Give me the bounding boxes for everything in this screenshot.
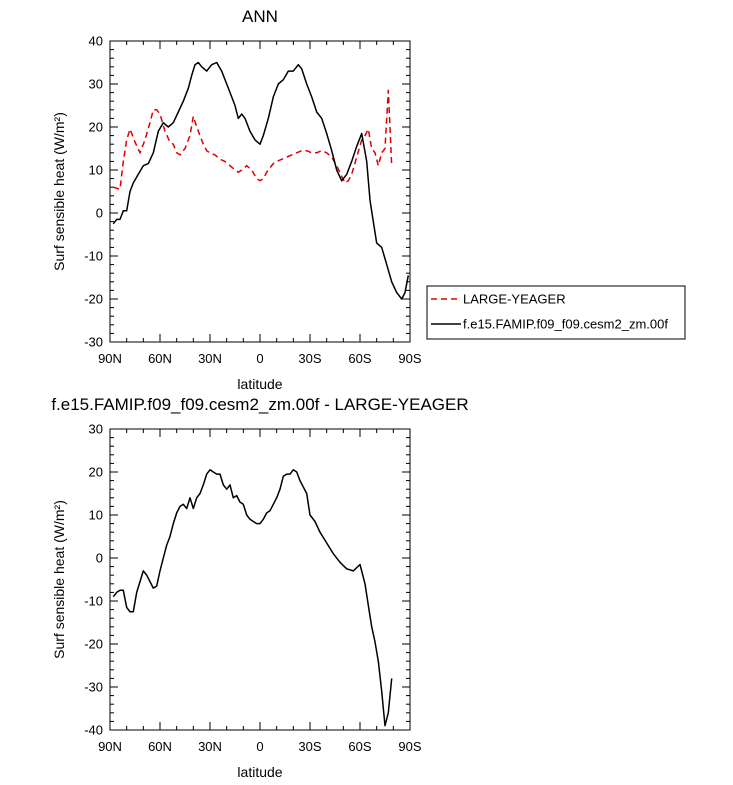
y-tick-label: -20 bbox=[84, 637, 103, 652]
y-tick-label: -30 bbox=[84, 335, 103, 350]
chart-title: ANN bbox=[242, 7, 278, 26]
y-tick-label: -30 bbox=[84, 680, 103, 695]
x-tick-label: 90S bbox=[398, 351, 421, 366]
top-panel: -30 -20 -10 0 10 20 30 40 90N 60N 30N 0 30S 60S 90S ANN… bbox=[51, 7, 422, 392]
x-tick-label: 90N bbox=[98, 351, 122, 366]
x-tick-label: 30S bbox=[298, 351, 321, 366]
x-tick-label: 90N bbox=[98, 739, 122, 754]
plot-frame bbox=[109, 428, 411, 731]
series-line-0 bbox=[113, 89, 393, 191]
y-tick-label: 10 bbox=[89, 508, 103, 523]
legend: LARGE-YEAGER f.e15.FAMIP.f09_f09.cesm2_zm… bbox=[426, 285, 686, 340]
x-tick-label: 30N bbox=[198, 351, 222, 366]
x-tick-label: 0 bbox=[256, 351, 263, 366]
x-tick-label: 60N bbox=[148, 351, 172, 366]
y-tick-label: -20 bbox=[84, 292, 103, 307]
x-tick-label: 30N bbox=[198, 739, 222, 754]
chart-title: f.e15.FAMIP.f09_f09.cesm2_zm.00f - LARGE… bbox=[51, 395, 468, 414]
x-tick-label: 0 bbox=[256, 739, 263, 754]
x-tick-label: 60S bbox=[348, 739, 371, 754]
series-line-1 bbox=[112, 61, 410, 300]
plot-frame bbox=[109, 40, 411, 343]
y-tick-label: 30 bbox=[89, 422, 103, 437]
y-tick-label: -40 bbox=[84, 723, 103, 738]
series-line-0 bbox=[112, 469, 393, 727]
y-tick-label: 10 bbox=[89, 163, 103, 178]
bottom-panel: -40 -30 -20 -10 0 10 20 30 90N 60N 30N 0 30S 60S 90S f.… bbox=[51, 395, 469, 780]
y-axis-label: Surf sensible heat (W/m²) bbox=[51, 500, 67, 659]
y-tick-label: 20 bbox=[89, 465, 103, 480]
x-tick-label: 90S bbox=[398, 739, 421, 754]
x-axis-label: latitude bbox=[237, 376, 282, 392]
x-axis-label: latitude bbox=[237, 764, 282, 780]
y-tick-label: 30 bbox=[89, 77, 103, 92]
x-tick-label: 60N bbox=[148, 739, 172, 754]
y-tick-label: 0 bbox=[96, 551, 103, 566]
x-tick-label: 30S bbox=[298, 739, 321, 754]
y-tick-label: -10 bbox=[84, 249, 103, 264]
legend-label-0: LARGE-YEAGER bbox=[463, 292, 566, 307]
x-tick-label: 60S bbox=[348, 351, 371, 366]
legend-label-1: f.e15.FAMIP.f09_f09.cesm2_zm.00f bbox=[463, 317, 668, 332]
y-axis-label: Surf sensible heat (W/m²) bbox=[51, 112, 67, 271]
y-tick-label: 20 bbox=[89, 120, 103, 135]
y-tick-label: -10 bbox=[84, 594, 103, 609]
y-tick-label: 40 bbox=[89, 34, 103, 49]
y-tick-label: 0 bbox=[96, 206, 103, 221]
legend-box bbox=[426, 285, 686, 340]
